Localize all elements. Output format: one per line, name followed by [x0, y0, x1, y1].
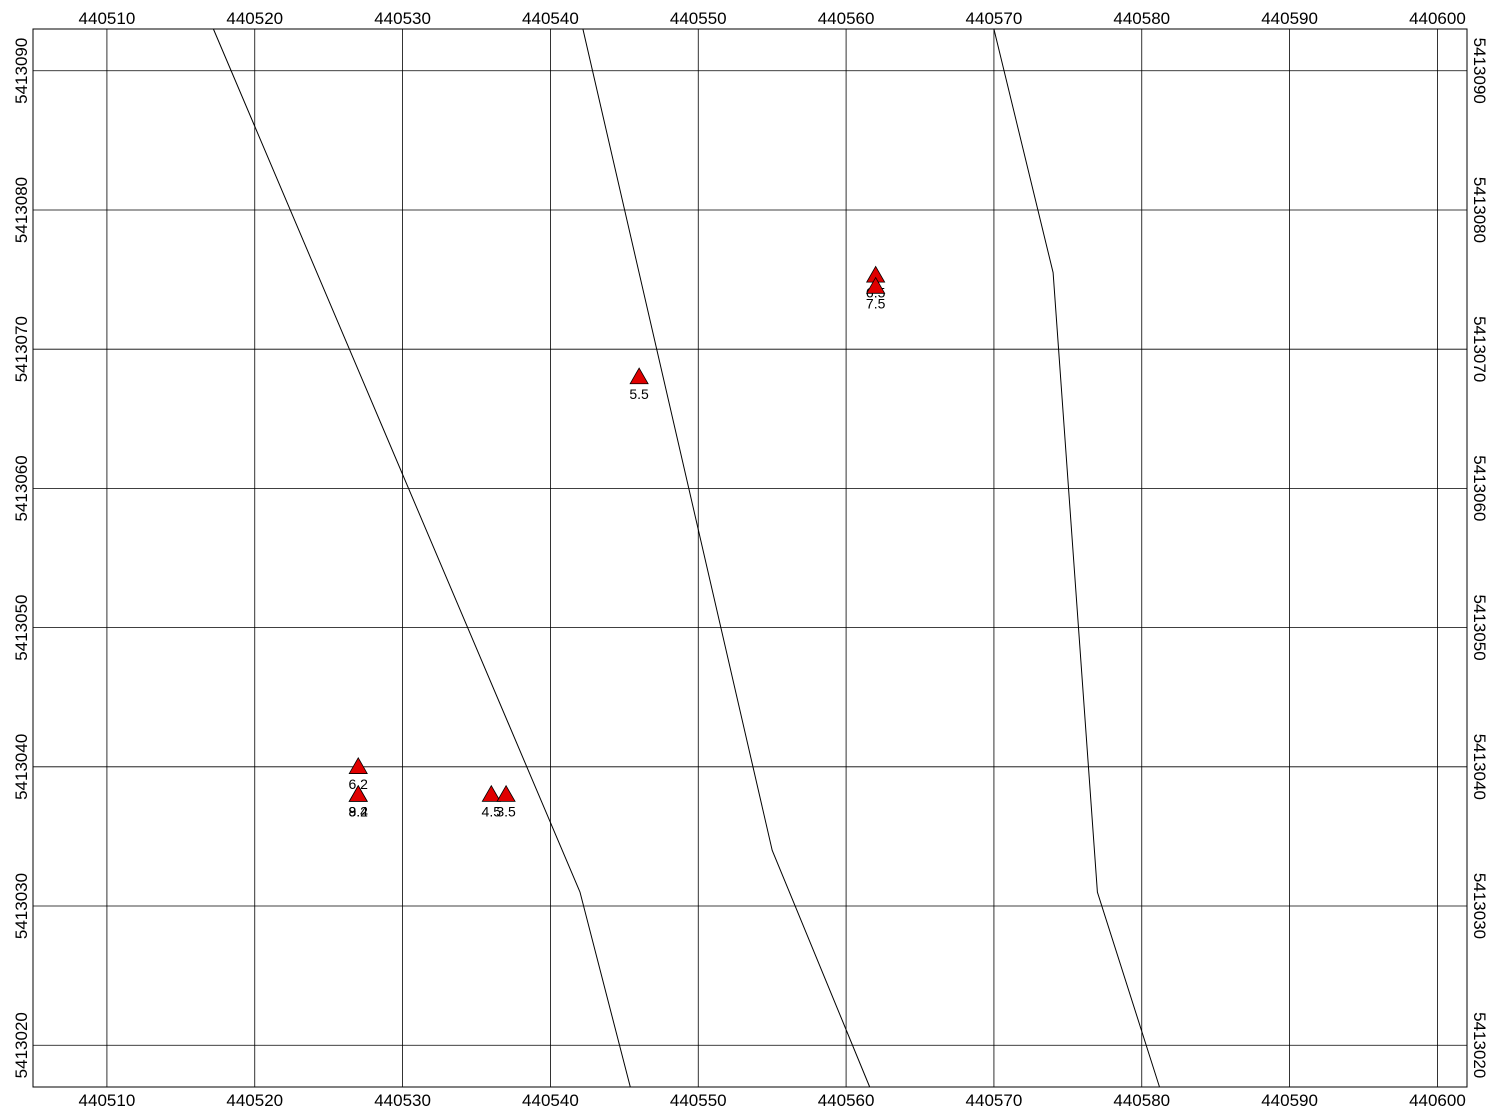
y-tick-label-left: 5413080	[12, 177, 31, 243]
x-tick-label-top: 440580	[1113, 9, 1170, 28]
y-tick-label-right: 5413070	[1470, 316, 1489, 382]
x-tick-label-top: 440530	[374, 9, 431, 28]
y-tick-label-left: 5413050	[12, 595, 31, 661]
contour-line	[993, 28, 1160, 1088]
x-tick-label-bottom: 440530	[374, 1091, 431, 1110]
contour-line	[212, 28, 631, 1088]
x-tick-label-bottom: 440570	[966, 1091, 1023, 1110]
sample-value-label: 6.2	[349, 776, 369, 792]
sample-marker-triangle[interactable]	[481, 784, 501, 802]
sample-marker-triangle[interactable]	[629, 367, 649, 385]
y-tick-label-right: 5413030	[1470, 873, 1489, 939]
contour-line	[582, 28, 871, 1088]
grid-lines	[33, 29, 1467, 1087]
x-tick-label-top: 440520	[226, 9, 283, 28]
map-frame	[32, 28, 1468, 1088]
x-tick-label-top: 440540	[522, 9, 579, 28]
sample-marker-triangle[interactable]	[496, 784, 516, 802]
y-tick-label-right: 5413020	[1470, 1012, 1489, 1078]
axis-tick-labels: 440510 440510 440520 440520 440530 440530 4405…	[12, 9, 1489, 1110]
x-tick-label-top: 440590	[1261, 9, 1318, 28]
y-tick-label-left: 5413060	[12, 455, 31, 521]
sample-marker-triangle[interactable]	[348, 784, 368, 802]
x-tick-label-top: 440570	[966, 9, 1023, 28]
x-tick-label-top: 440560	[818, 9, 875, 28]
y-tick-label-left: 5413020	[12, 1012, 31, 1078]
sample-value-label: 3.5	[496, 804, 516, 820]
x-tick-label-bottom: 440600	[1409, 1091, 1466, 1110]
x-tick-label-bottom: 440510	[79, 1091, 136, 1110]
sample-marker-triangle[interactable]	[348, 757, 368, 774]
sample-value-label: 4.5	[482, 804, 502, 820]
x-tick-label-bottom: 440520	[226, 1091, 283, 1110]
sample-value-label: 8.2	[349, 804, 369, 820]
y-tick-label-right: 5413090	[1470, 38, 1489, 104]
sample-value-label: 9.4	[349, 804, 369, 820]
y-tick-label-left: 5413030	[12, 873, 31, 939]
sample-value-label: 7.5	[866, 296, 886, 312]
x-tick-label-bottom: 440540	[522, 1091, 579, 1110]
y-tick-label-left: 5413040	[12, 734, 31, 800]
sample-marker-triangle[interactable]	[865, 276, 886, 294]
y-tick-label-left: 5413070	[12, 316, 31, 382]
x-tick-label-top: 440510	[79, 9, 136, 28]
y-tick-label-left: 5413090	[12, 38, 31, 104]
y-tick-label-right: 5413050	[1470, 595, 1489, 661]
sample-value-label: 5.5	[629, 386, 649, 402]
x-tick-label-bottom: 440580	[1113, 1091, 1170, 1110]
sample-markers: 6.28.29.44.53.55.56.57.5	[348, 265, 886, 820]
contour-lines	[212, 28, 1160, 1088]
x-tick-label-bottom: 440560	[818, 1091, 875, 1110]
x-tick-label-bottom: 440550	[670, 1091, 727, 1110]
x-tick-label-top: 440600	[1409, 9, 1466, 28]
y-tick-label-right: 5413040	[1470, 734, 1489, 800]
x-tick-label-top: 440550	[670, 9, 727, 28]
y-tick-label-right: 5413080	[1470, 177, 1489, 243]
y-tick-label-right: 5413060	[1470, 455, 1489, 521]
x-tick-label-bottom: 440590	[1261, 1091, 1318, 1110]
